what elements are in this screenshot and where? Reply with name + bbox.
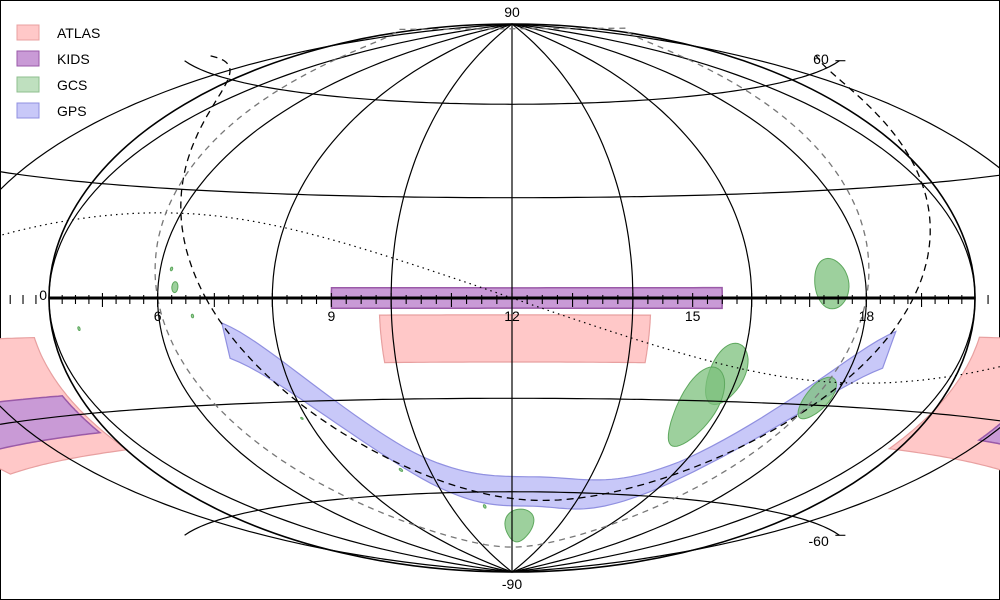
- galactic-plane-line: [180, 55, 231, 299]
- legend-swatch-gps: [16, 102, 40, 119]
- legend-swatch-gcs: [16, 76, 40, 93]
- survey-regions-layer: [0, 257, 1000, 543]
- legend-label-atlas: ATLAS: [57, 25, 100, 41]
- gcs-region: [482, 504, 487, 509]
- tick-labels-layer: 0211815129639060300-60-90: [0, 4, 875, 592]
- gcs-region: [398, 467, 404, 472]
- gcs-region: [190, 313, 195, 319]
- legend-swatch-kids: [16, 50, 40, 67]
- dec-tick-label: 90: [504, 4, 520, 20]
- legend: ATLAS KIDS GCS GPS: [16, 24, 100, 119]
- gcs-region: [797, 376, 837, 420]
- gcs-region: [300, 416, 304, 420]
- legend-swatch-atlas: [16, 24, 40, 41]
- ra-tick-label: 6: [154, 308, 162, 324]
- meridian-line: [511, 23, 1000, 573]
- gps-region: [220, 321, 897, 510]
- gcs-region: [171, 281, 179, 294]
- atlas-region: [378, 314, 652, 364]
- legend-label-gps: GPS: [57, 103, 87, 119]
- gcs-region: [667, 366, 726, 447]
- ra-tick-label: 9: [327, 308, 335, 324]
- legend-label-kids: KIDS: [57, 51, 90, 67]
- gcs-region: [77, 326, 81, 331]
- kids-region: [0, 395, 102, 450]
- galactic-plane-line: [205, 55, 931, 502]
- ra-tick-label: 12: [504, 308, 520, 324]
- ra-tick-label: 15: [685, 308, 701, 324]
- equator-axis-layer: [9, 60, 989, 536]
- gcs-region: [169, 266, 174, 272]
- dec-tick-label: -90: [502, 576, 522, 592]
- dec-tick-label: -60: [809, 533, 829, 549]
- gcs-region: [814, 257, 850, 310]
- dec-tick-label: 60: [813, 51, 829, 67]
- ra-tick-label: 18: [859, 308, 875, 324]
- ra-tick-label: 3: [0, 308, 2, 324]
- dec-tick-label: 0: [39, 287, 47, 303]
- meridian-line: [0, 23, 513, 573]
- legend-label-gcs: GCS: [57, 77, 87, 93]
